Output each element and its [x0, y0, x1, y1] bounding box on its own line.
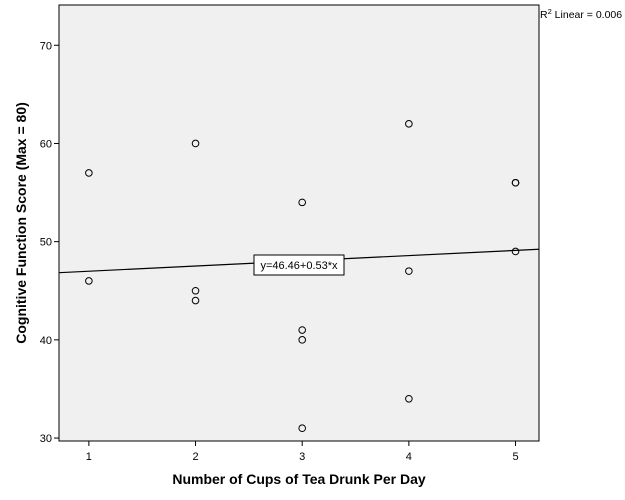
y-tick-label: 70	[40, 40, 52, 52]
equation-label-box: y=46.46+0.53*x	[253, 254, 345, 276]
plot-background	[58, 4, 540, 442]
x-axis-title: Number of Cups of Tea Drunk Per Day	[172, 471, 426, 487]
equation-label: y=46.46+0.53*x	[260, 260, 338, 272]
x-tick-label: 2	[192, 451, 198, 463]
y-tick-label: 30	[40, 433, 52, 445]
data-point	[405, 394, 413, 403]
y-tick-label: 50	[40, 237, 52, 249]
data-point	[191, 296, 200, 305]
x-tick-label: 5	[512, 451, 518, 463]
data-point	[298, 326, 307, 334]
data-point	[511, 247, 520, 256]
data-point	[405, 267, 413, 275]
data-point	[85, 169, 93, 177]
r2-superscript: 2	[548, 7, 552, 16]
data-point	[298, 424, 307, 433]
x-tick-label: 1	[86, 451, 92, 463]
data-point	[85, 277, 93, 285]
data-point	[405, 120, 413, 128]
data-point	[298, 336, 307, 344]
r2-value: Linear = 0.006	[552, 9, 623, 21]
y-tick-label: 60	[40, 138, 52, 150]
x-tick-label: 3	[299, 451, 305, 463]
y-axis-title: Cognitive Function Score (Max = 80)	[13, 102, 29, 344]
r2-prefix: R	[540, 9, 548, 21]
r2-label: R2 Linear = 0.006	[540, 7, 622, 21]
data-point	[511, 178, 520, 187]
data-point	[191, 139, 200, 148]
data-point	[191, 286, 200, 295]
y-tick-label: 40	[40, 335, 52, 347]
data-point	[298, 198, 307, 207]
x-tick-label: 4	[406, 451, 412, 463]
